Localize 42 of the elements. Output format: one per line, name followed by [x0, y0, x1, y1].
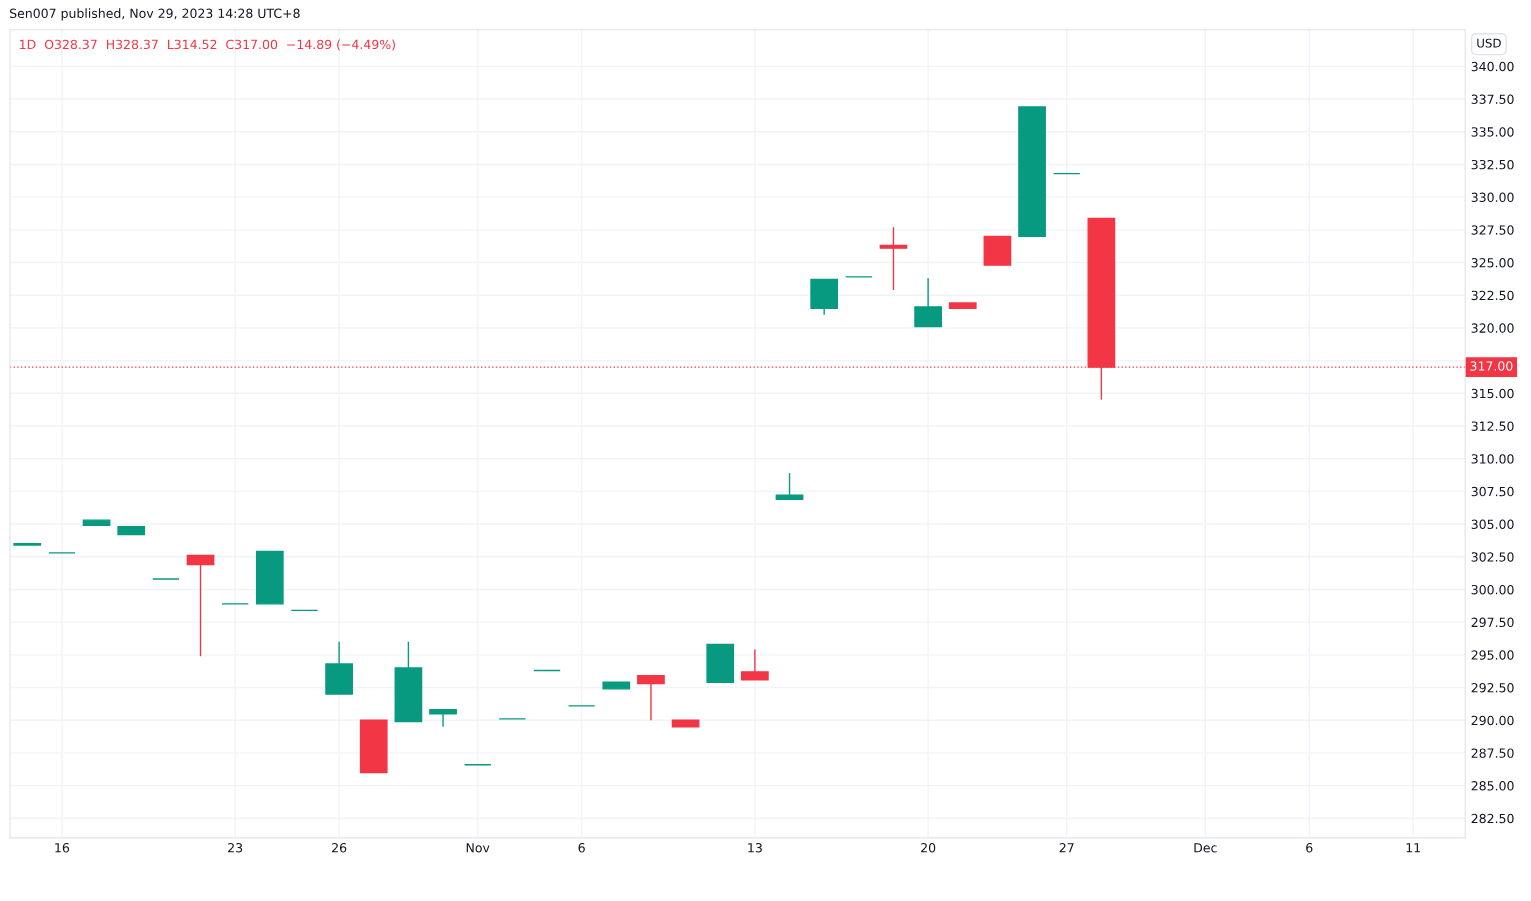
y-tick-label: 335.00 — [1471, 127, 1514, 137]
y-tick-label: 307.50 — [1471, 486, 1514, 497]
x-tick-label: 6 — [1306, 843, 1313, 853]
y-tick-label: 320.00 — [1471, 323, 1514, 333]
candlestick — [186, 554, 215, 657]
y-tick-label: 292.50 — [1471, 683, 1514, 693]
y-tick-label: 325.00 — [1471, 257, 1514, 268]
y-tick-label: 327.50 — [1471, 225, 1514, 235]
text: USD — [1477, 38, 1501, 48]
y-tick-label: 302.50 — [1471, 552, 1514, 562]
y-tick-label: 312.50 — [1471, 421, 1514, 431]
x-tick-label: 20 — [921, 843, 936, 853]
y-tick-label: 297.50 — [1471, 617, 1514, 628]
text: Sen007 published, Nov 29, 2023 14:28 UTC+8 — [10, 8, 300, 21]
y-tick-label: 332.50 — [1471, 159, 1514, 170]
y-tick-label: 287.50 — [1471, 748, 1514, 758]
x-tick-label: 27 — [1059, 843, 1074, 853]
y-tick-label: 340.00 — [1471, 61, 1514, 72]
x-tick-label: 11 — [1406, 843, 1420, 853]
y-tick-label: 330.00 — [1471, 192, 1514, 203]
x-tick-label: 26 — [332, 843, 347, 853]
y-tick-label: 310.00 — [1471, 454, 1514, 464]
text: 1D O328.37 H328.37 L314.52 C317.00 −14.89 (−4.49%) — [20, 39, 395, 51]
x-tick-label: Nov — [466, 843, 490, 853]
x-tick-label: 23 — [228, 843, 243, 853]
x-tick-label: Dec — [1194, 843, 1217, 853]
ref-line-label: 317.00 — [1470, 361, 1513, 371]
candlestick — [775, 472, 804, 500]
x-tick-label: 16 — [55, 843, 70, 853]
y-tick-label: 285.00 — [1471, 781, 1514, 791]
y-tick-label: 282.50 — [1471, 813, 1514, 824]
y-tick-label: 322.50 — [1471, 290, 1514, 301]
x-tick-label: 13 — [748, 843, 762, 853]
candlestick — [879, 226, 908, 291]
y-tick-label: 295.00 — [1471, 650, 1514, 660]
y-tick-label: 305.00 — [1471, 519, 1514, 529]
y-tick-label: 315.00 — [1471, 388, 1514, 399]
x-tick-label: 6 — [578, 843, 585, 853]
y-tick-label: 337.50 — [1471, 94, 1514, 104]
candlestick — [429, 709, 457, 728]
y-tick-label: 300.00 — [1471, 584, 1514, 595]
y-tick-label: 290.00 — [1471, 715, 1514, 726]
